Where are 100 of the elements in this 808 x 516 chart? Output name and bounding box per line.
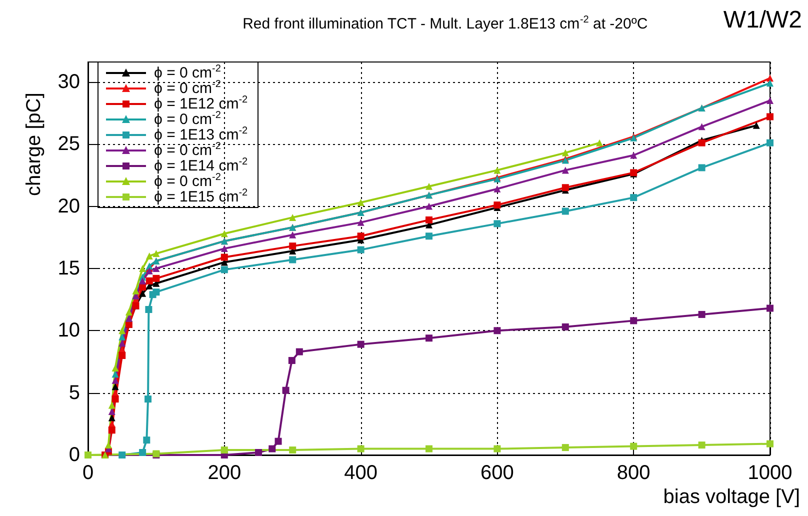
- point: [296, 348, 303, 356]
- point: [108, 414, 116, 422]
- point: [118, 333, 126, 340]
- point: [698, 442, 706, 449]
- point: [766, 139, 774, 146]
- point: [118, 340, 126, 347]
- y-tick-label: 20: [58, 195, 80, 218]
- point: [494, 202, 501, 209]
- x-tick-label: 0: [82, 462, 94, 484]
- point: [766, 80, 774, 87]
- x-tick-label: 200: [208, 462, 242, 484]
- point: [220, 254, 228, 261]
- point: [357, 232, 364, 240]
- point: [562, 208, 569, 215]
- point: [426, 232, 432, 240]
- point: [494, 445, 501, 452]
- point: [274, 438, 282, 445]
- point: [152, 288, 160, 296]
- point: [108, 402, 116, 409]
- point: [494, 327, 501, 334]
- point: [289, 256, 296, 264]
- point: [357, 340, 364, 348]
- point: [630, 152, 638, 159]
- point: [146, 277, 153, 284]
- point: [144, 396, 152, 403]
- y-tick-label: 25: [58, 133, 80, 156]
- point: [766, 74, 774, 82]
- point: [112, 376, 119, 384]
- point: [562, 323, 569, 330]
- text: W1/W2: [723, 6, 802, 34]
- point: [698, 123, 706, 130]
- point: [268, 445, 276, 452]
- point: [289, 231, 296, 238]
- point: [108, 408, 116, 415]
- point: [146, 252, 153, 260]
- point: [766, 440, 774, 448]
- point: [426, 445, 432, 452]
- point: [132, 287, 140, 294]
- point: [104, 442, 112, 449]
- point: [152, 250, 160, 258]
- point: [494, 166, 501, 174]
- point: [146, 267, 153, 274]
- point: [766, 113, 774, 120]
- y-tick-label: 30: [58, 70, 80, 93]
- point: [112, 383, 119, 390]
- y-axis-title: charge [pC]: [23, 92, 45, 196]
- point: [766, 304, 774, 312]
- point: [152, 264, 160, 272]
- point: [139, 264, 146, 272]
- point: [766, 97, 774, 104]
- point: [145, 306, 152, 313]
- point: [118, 327, 126, 334]
- point: [494, 185, 501, 192]
- point: [357, 199, 364, 206]
- point: [152, 274, 160, 282]
- point: [220, 446, 228, 454]
- point: [125, 308, 132, 316]
- point: [426, 202, 432, 210]
- point: [288, 356, 296, 364]
- point: [139, 290, 146, 297]
- point: [282, 386, 290, 394]
- point: [562, 149, 569, 156]
- point: [630, 317, 638, 324]
- point: [112, 364, 119, 372]
- point: [112, 396, 119, 403]
- y-tick-label: 5: [68, 382, 80, 404]
- point: [426, 182, 432, 190]
- x-tick-label: 400: [344, 462, 378, 484]
- y-tick-label: 10: [58, 320, 80, 342]
- point: [630, 194, 638, 202]
- point: [562, 184, 569, 192]
- point: [562, 166, 569, 174]
- point: [698, 164, 706, 172]
- point: [143, 436, 150, 444]
- point: [698, 139, 706, 146]
- point: [630, 442, 638, 450]
- x-tick-label: 800: [616, 462, 650, 484]
- point: [220, 266, 228, 274]
- point: [562, 444, 569, 452]
- point: [220, 245, 228, 252]
- point: [357, 445, 364, 452]
- point: [426, 216, 432, 224]
- point: [357, 246, 364, 254]
- y-tick-label: 15: [58, 257, 80, 280]
- point: [112, 370, 119, 378]
- x-axis-title: bias voltage [V]: [663, 486, 800, 508]
- y-tick-label: 0: [68, 444, 80, 466]
- point: [139, 449, 146, 456]
- point: [494, 220, 501, 228]
- point: [118, 452, 126, 458]
- point: [596, 139, 603, 146]
- x-tick-label: 600: [480, 462, 514, 484]
- point: [255, 449, 262, 456]
- point: [118, 352, 126, 360]
- point: [289, 242, 296, 250]
- point: [289, 214, 296, 221]
- point: [289, 446, 296, 454]
- point: [698, 310, 706, 318]
- point: [220, 230, 228, 238]
- point: [426, 334, 432, 342]
